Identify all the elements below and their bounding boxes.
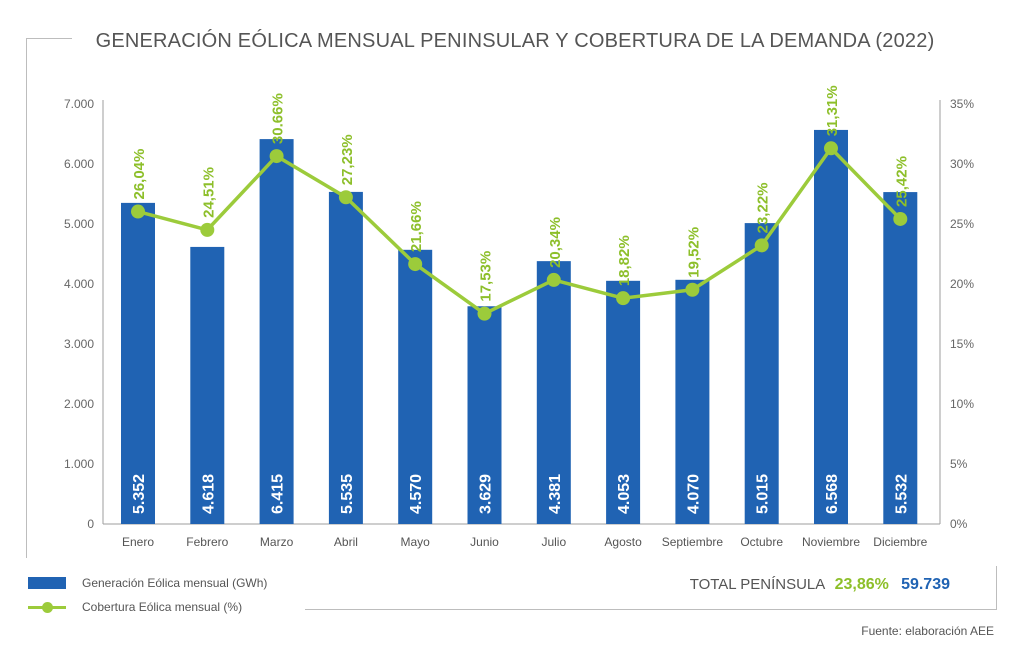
y-left-tick-label: 5.000 xyxy=(64,217,94,231)
bar-value-label: 5.352 xyxy=(131,474,148,514)
y-right-tick-label: 25% xyxy=(950,217,974,231)
bar-value-label: 4.053 xyxy=(616,474,633,514)
x-tick-label: Febrero xyxy=(186,535,228,549)
total-summary: TOTAL PENÍNSULA 23,86% 59.739 xyxy=(690,576,950,594)
legend-swatch-bars xyxy=(28,577,66,589)
bar-value-label: 3.629 xyxy=(478,474,495,514)
coverage-point xyxy=(893,211,908,226)
bar xyxy=(814,129,848,525)
x-tick-label: Agosto xyxy=(604,535,642,549)
y-right-tick-label: 10% xyxy=(950,397,974,411)
coverage-point xyxy=(131,204,145,219)
bar xyxy=(259,139,294,524)
y-right-tick-label: 5% xyxy=(950,457,968,471)
coverage-value-label: 31,31% xyxy=(824,85,841,136)
x-tick-label: Diciembre xyxy=(873,535,927,549)
coverage-value-label: 19,52% xyxy=(685,227,702,278)
bar xyxy=(675,279,710,524)
y-left-tick-label: 2.000 xyxy=(64,397,94,411)
x-tick-label: Junio xyxy=(470,535,499,549)
source-note: Fuente: elaboración AEE xyxy=(861,624,994,638)
bar xyxy=(398,249,433,525)
frame-line-left xyxy=(26,38,27,558)
bar xyxy=(121,202,155,524)
coverage-point xyxy=(408,257,423,272)
bar xyxy=(190,246,225,525)
legend-label-line: Cobertura Eólica mensual (%) xyxy=(82,600,243,614)
y-left-tick-label: 6.000 xyxy=(64,157,94,171)
y-left-tick-label: 7.000 xyxy=(64,97,94,111)
x-tick-label: Abril xyxy=(334,535,358,549)
bar-value-label: 4.618 xyxy=(200,474,217,514)
legend-label-bars: Generación Eólica mensual (GWh) xyxy=(82,576,268,590)
coverage-value-label: 21,66% xyxy=(408,201,425,252)
x-tick-label: Julio xyxy=(541,535,566,549)
coverage-value-label: 17,53% xyxy=(478,251,495,302)
y-right-tick-label: 15% xyxy=(950,337,974,351)
bar-value-label: 4.570 xyxy=(408,474,425,514)
legend-item-bars: Generación Eólica mensual (GWh) xyxy=(28,576,267,590)
y-left-tick-label: 0 xyxy=(87,517,94,531)
coverage-point xyxy=(685,282,700,297)
coverage-line xyxy=(137,146,902,316)
bar-value-label: 4.070 xyxy=(685,474,702,514)
bar xyxy=(744,223,779,524)
y-left-tick-label: 3.000 xyxy=(64,337,94,351)
coverage-value-label: 18,82% xyxy=(616,235,633,286)
coverage-value-label: 26,04% xyxy=(131,149,148,200)
coverage-point xyxy=(616,291,631,306)
y-left-tick-label: 4.000 xyxy=(64,277,94,291)
coverage-point xyxy=(477,306,492,321)
coverage-point xyxy=(338,190,353,205)
x-tick-label: Marzo xyxy=(260,535,294,549)
bar-value-label: 6.415 xyxy=(270,474,287,514)
coverage-value-label: 30.66% xyxy=(270,93,287,144)
bar-value-label: 4.381 xyxy=(547,474,564,514)
bar xyxy=(467,306,502,524)
coverage-point xyxy=(754,238,769,253)
y-right-tick-label: 35% xyxy=(950,97,974,111)
total-label: TOTAL PENÍNSULA xyxy=(689,576,825,593)
chart: 0 1.000 2.000 3.000 4.000 5.000 6.000 7.000 0% 5%… xyxy=(64,85,974,549)
chart-title: GENERACIÓN EÓLICA MENSUAL PENINSULAR Y C… xyxy=(95,30,935,52)
x-tick-label: Noviembre xyxy=(802,535,860,549)
y-left-tick-label: 1.000 xyxy=(64,457,94,471)
coverage-value-label: 27,23% xyxy=(339,134,356,185)
bar xyxy=(328,191,363,524)
coverage-point xyxy=(269,149,284,164)
bar-value-label: 5.535 xyxy=(339,474,356,514)
total-coverage: 23,86% xyxy=(834,576,889,593)
legend-swatch-line xyxy=(28,601,66,613)
x-tick-label: Septiembre xyxy=(662,535,724,549)
bar xyxy=(536,261,571,524)
coverage-value-label: 24,51% xyxy=(200,167,217,218)
total-generation: 59.739 xyxy=(901,576,950,593)
bar-value-label: 5.532 xyxy=(893,474,910,514)
legend-item-line: Cobertura Eólica mensual (%) xyxy=(28,600,242,614)
frame-line-right xyxy=(996,566,997,609)
coverage-point xyxy=(546,272,561,287)
y-right-tick-label: 0% xyxy=(950,517,968,531)
x-tick-label: Octubre xyxy=(740,535,783,549)
bar xyxy=(883,192,918,524)
x-tick-label: Enero xyxy=(122,535,154,549)
bar-value-label: 6.568 xyxy=(824,474,841,514)
coverage-value-label: 23,22% xyxy=(755,182,772,233)
coverage-value-label: 25,42% xyxy=(893,156,910,207)
coverage-point xyxy=(824,141,838,156)
coverage-value-label: 20,34% xyxy=(547,217,564,268)
frame-line-bottom xyxy=(305,609,997,610)
coverage-point xyxy=(200,222,215,237)
bar xyxy=(606,280,641,524)
frame-line-top xyxy=(26,38,72,39)
y-right-tick-label: 20% xyxy=(950,277,974,291)
x-tick-label: Mayo xyxy=(401,535,431,549)
y-right-tick-label: 30% xyxy=(950,157,974,171)
bar-value-label: 5.015 xyxy=(755,474,772,514)
